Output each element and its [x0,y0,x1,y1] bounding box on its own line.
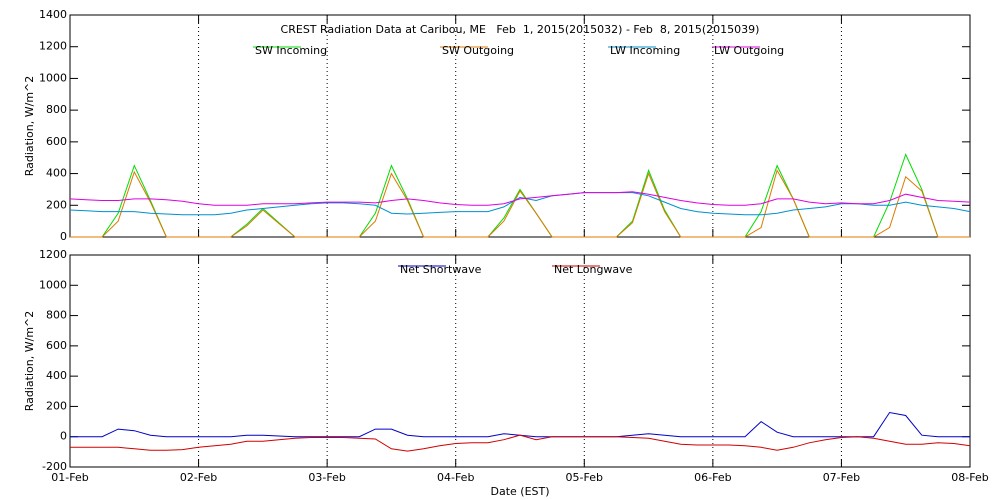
y-tick-label: 1200 [39,248,67,261]
y-tick-label: 200 [46,399,67,412]
y-axis-label: Radiation, W/m^2 [23,311,36,412]
data-line [69,191,971,206]
x-tick-label: 04-Feb [437,471,474,484]
y-tick-label: 600 [46,339,67,352]
plot-frame [69,254,971,468]
y-axis-label: Radiation, W/m^2 [23,76,36,177]
plot-frame [69,14,971,238]
data-line [70,434,971,452]
x-tick-label: 03-Feb [308,471,345,484]
y-tick-label: 800 [46,103,67,116]
y-tick-label: 0 [60,430,67,443]
y-tick-label: 600 [46,135,67,148]
y-tick-label: 400 [46,167,67,180]
y-tick-label: -200 [42,460,67,473]
y-tick-label: 200 [46,198,67,211]
data-line [69,192,971,216]
legend-label: Net Shortwave [400,263,482,276]
x-tick-label: 05-Feb [566,471,603,484]
x-tick-label: 02-Feb [180,471,217,484]
y-tick-label: 1400 [39,8,67,21]
x-axis-label: Date (EST) [490,485,549,498]
data-line [70,411,970,438]
legend-label: SW Outgoing [442,44,514,57]
legend-label: Net Longwave [554,263,633,276]
y-tick-label: 0 [60,230,67,243]
y-tick-label: 1000 [39,71,67,84]
legend-label: SW Incoming [255,44,327,57]
y-tick-label: 1200 [39,40,67,53]
x-tick-label: 07-Feb [823,471,860,484]
y-tick-label: 400 [46,369,67,382]
x-tick-label: 08-Feb [951,471,988,484]
chart-title: CREST Radiation Data at Caribou, ME Feb … [281,23,760,36]
data-line [70,153,970,238]
data-line [70,169,970,238]
y-tick-label: 800 [46,309,67,322]
y-tick-label: 1000 [39,278,67,291]
legend-label: LW Incoming [610,44,680,57]
legend-label: LW Outgoing [714,44,784,57]
x-tick-label: 06-Feb [694,471,731,484]
x-tick-label: 01-Feb [51,471,88,484]
